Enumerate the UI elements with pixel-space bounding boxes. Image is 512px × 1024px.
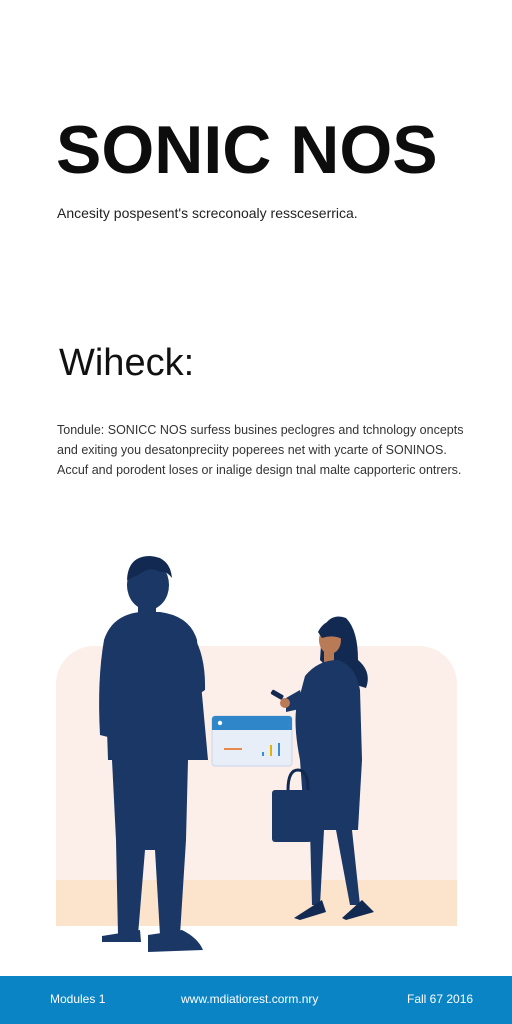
dashboard-card-icon <box>211 715 293 767</box>
footer-date: Fall 67 2016 <box>407 992 474 1006</box>
body-line: Accuf and porodent loses or inalige desi… <box>57 463 462 477</box>
footer-module-label: Modules 1 <box>50 992 106 1006</box>
footer-website-link[interactable]: www.mdiatiorest.corm.nry <box>181 992 319 1006</box>
page-subtitle: Ancesity pospesent's screconoaly ressces… <box>57 205 358 221</box>
footer-bar: Modules 1 www.mdiatiorest.corm.nry Fall … <box>0 976 512 1024</box>
section-body: Tondule: SONICC NOS surfess busines pecl… <box>57 420 464 480</box>
business-illustration <box>56 556 457 952</box>
body-line: Tondule: SONICC NOS surfess busines pecl… <box>57 423 464 437</box>
page-title: SONIC NOS <box>56 112 438 188</box>
businessman-figure <box>99 556 208 952</box>
body-line: and exiting you desatonpreciity poperees… <box>57 443 447 457</box>
businesswoman-figure <box>270 616 374 920</box>
section-heading: Wiheck: <box>59 342 195 384</box>
